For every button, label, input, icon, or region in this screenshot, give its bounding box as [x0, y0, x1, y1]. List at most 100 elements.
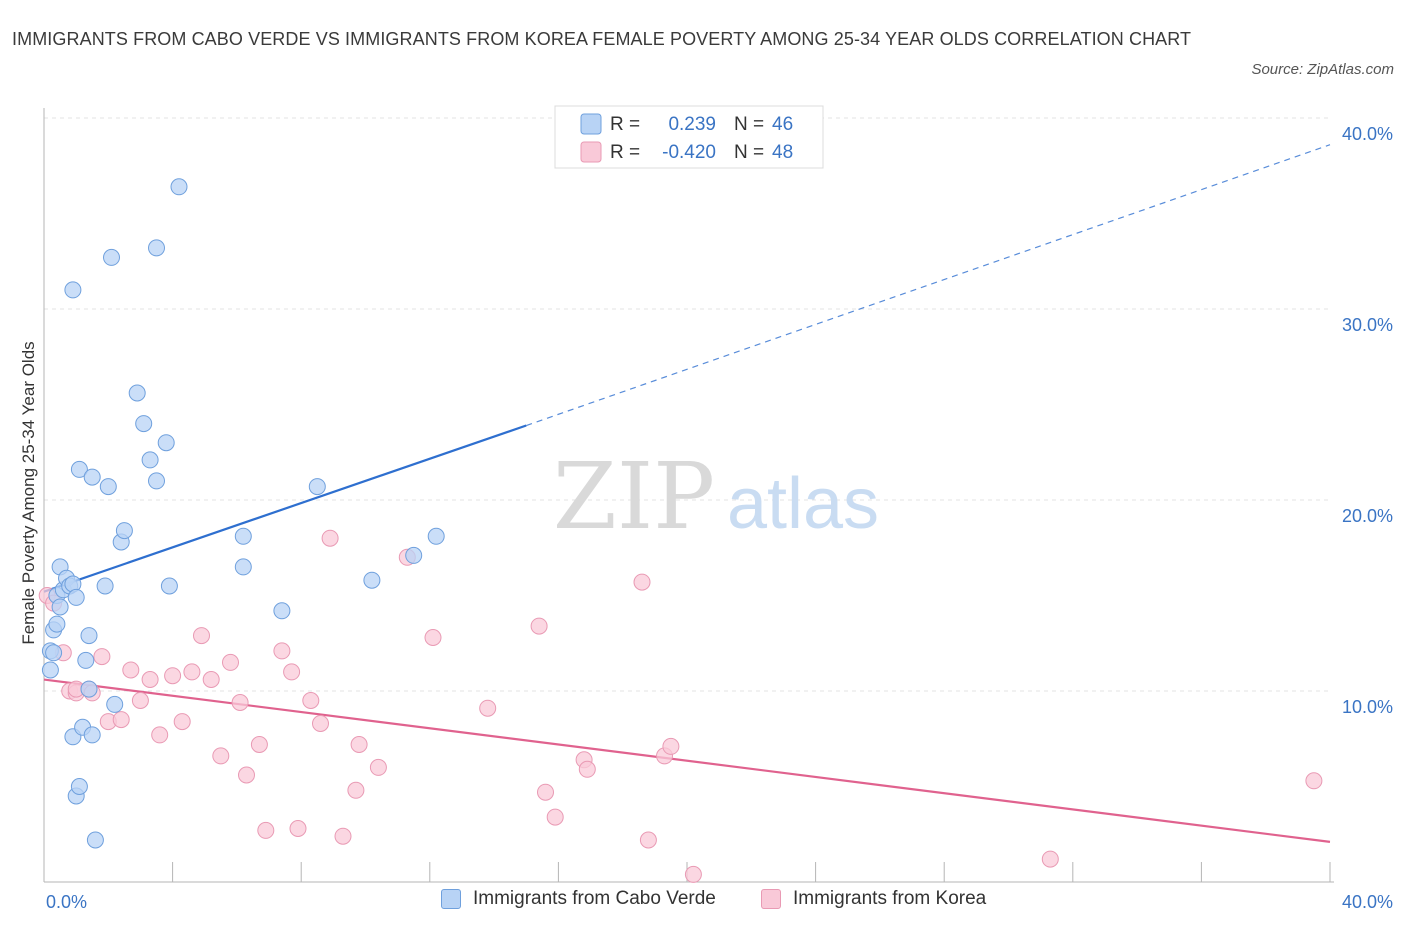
point-cabo-verde: [308, 478, 326, 496]
point-korea: [141, 671, 159, 688]
stats-legend-box: R = 0.239 N = 46 R = -0.420 N = 48: [554, 105, 824, 169]
axis-layer: [43, 108, 1334, 883]
point-korea: [424, 629, 442, 646]
point-korea: [231, 694, 249, 711]
stats-n-label: N =: [734, 114, 764, 135]
point-korea: [250, 736, 268, 753]
legend-swatch-blue: [441, 889, 461, 909]
point-cabo-verde: [51, 598, 69, 616]
data-points: [38, 178, 1323, 883]
point-cabo-verde: [80, 627, 98, 645]
point-cabo-verde: [135, 415, 153, 433]
point-korea: [350, 736, 368, 753]
point-cabo-verde: [141, 451, 159, 469]
point-cabo-verde: [77, 651, 95, 669]
point-cabo-verde: [405, 546, 423, 564]
point-cabo-verde: [99, 478, 117, 496]
point-cabo-verde: [70, 778, 88, 795]
point-korea: [183, 663, 201, 681]
point-cabo-verde: [64, 281, 82, 299]
legend-label: Immigrants from Cabo Verde: [473, 888, 716, 909]
y-tick-label: 20.0%: [1342, 506, 1393, 526]
trend-line-cabo-verde: [43, 424, 527, 593]
point-korea: [164, 667, 182, 685]
point-korea: [173, 713, 191, 731]
tick-labels: 10.0% 20.0% 30.0% 40.0% 0.0% 40.0%: [46, 124, 1393, 912]
point-cabo-verde: [148, 239, 165, 257]
point-korea: [238, 766, 255, 784]
point-korea: [537, 783, 554, 801]
point-korea: [1305, 772, 1323, 790]
point-korea: [283, 663, 301, 681]
point-cabo-verde: [106, 695, 124, 713]
point-korea: [662, 737, 680, 755]
point-cabo-verde: [427, 527, 445, 545]
point-korea: [202, 671, 220, 688]
trend-line-korea: [43, 678, 1331, 843]
point-korea: [546, 808, 564, 826]
point-korea: [578, 760, 596, 778]
point-cabo-verde: [148, 472, 165, 490]
point-cabo-verde: [41, 661, 59, 679]
stats-blue-swatch: [580, 113, 602, 135]
point-cabo-verde: [45, 644, 63, 662]
point-korea: [93, 648, 111, 666]
x-tick-label: 40.0%: [1342, 892, 1393, 912]
point-korea: [633, 573, 651, 591]
point-cabo-verde: [157, 434, 175, 452]
point-cabo-verde: [80, 680, 98, 698]
point-korea: [684, 865, 702, 883]
point-cabo-verde: [234, 558, 252, 576]
point-korea: [131, 692, 149, 709]
point-cabo-verde: [103, 248, 120, 266]
source-label: Source: ZipAtlas.com: [1251, 61, 1394, 78]
x-tick-label: 0.0%: [46, 892, 87, 912]
point-korea: [639, 831, 657, 849]
point-korea: [257, 821, 275, 839]
legend-item-cabo-verde[interactable]: Immigrants from Cabo Verde: [441, 888, 716, 910]
point-korea: [151, 726, 169, 744]
point-cabo-verde: [86, 831, 104, 849]
point-cabo-verde: [83, 468, 101, 486]
stats-r-label: R =: [610, 142, 640, 163]
point-korea: [289, 820, 307, 837]
point-korea: [369, 758, 387, 776]
grid-layer: [44, 117, 1332, 692]
watermark: ZIP atlas: [553, 443, 879, 550]
point-korea: [193, 627, 210, 645]
point-korea: [530, 617, 548, 635]
point-cabo-verde: [363, 571, 381, 589]
point-cabo-verde: [273, 602, 291, 620]
point-korea: [273, 642, 291, 660]
stats-n-label: N =: [734, 142, 764, 163]
stats-n-value: 48: [772, 142, 793, 163]
legend-label: Immigrants from Korea: [793, 888, 987, 909]
point-cabo-verde: [170, 178, 188, 196]
point-korea: [122, 661, 140, 679]
point-cabo-verde: [96, 577, 114, 595]
legend-item-korea[interactable]: Immigrants from Korea: [761, 888, 986, 910]
stats-r-value: -0.420: [662, 142, 716, 163]
legend-swatch-pink: [761, 889, 781, 909]
point-korea: [112, 711, 130, 729]
y-tick-label: 30.0%: [1342, 315, 1393, 335]
point-cabo-verde: [83, 726, 101, 744]
point-korea: [222, 653, 239, 671]
point-cabo-verde: [67, 588, 85, 606]
trend-line-cabo-verde-projection: [526, 144, 1331, 427]
point-cabo-verde: [115, 522, 133, 540]
point-korea: [312, 715, 329, 732]
point-korea: [1041, 850, 1059, 868]
stats-pink-swatch: [580, 141, 602, 163]
trend-lines: [43, 144, 1331, 843]
point-cabo-verde: [234, 527, 252, 545]
watermark-atlas: atlas: [727, 464, 879, 544]
watermark-zip: ZIP: [553, 443, 715, 550]
y-tick-label: 40.0%: [1342, 124, 1393, 144]
point-cabo-verde: [160, 577, 178, 595]
point-korea: [334, 827, 352, 845]
stats-n-value: 46: [772, 114, 793, 135]
point-korea: [321, 529, 339, 547]
y-axis-label: Female Poverty Among 25-34 Year Olds: [19, 341, 38, 644]
